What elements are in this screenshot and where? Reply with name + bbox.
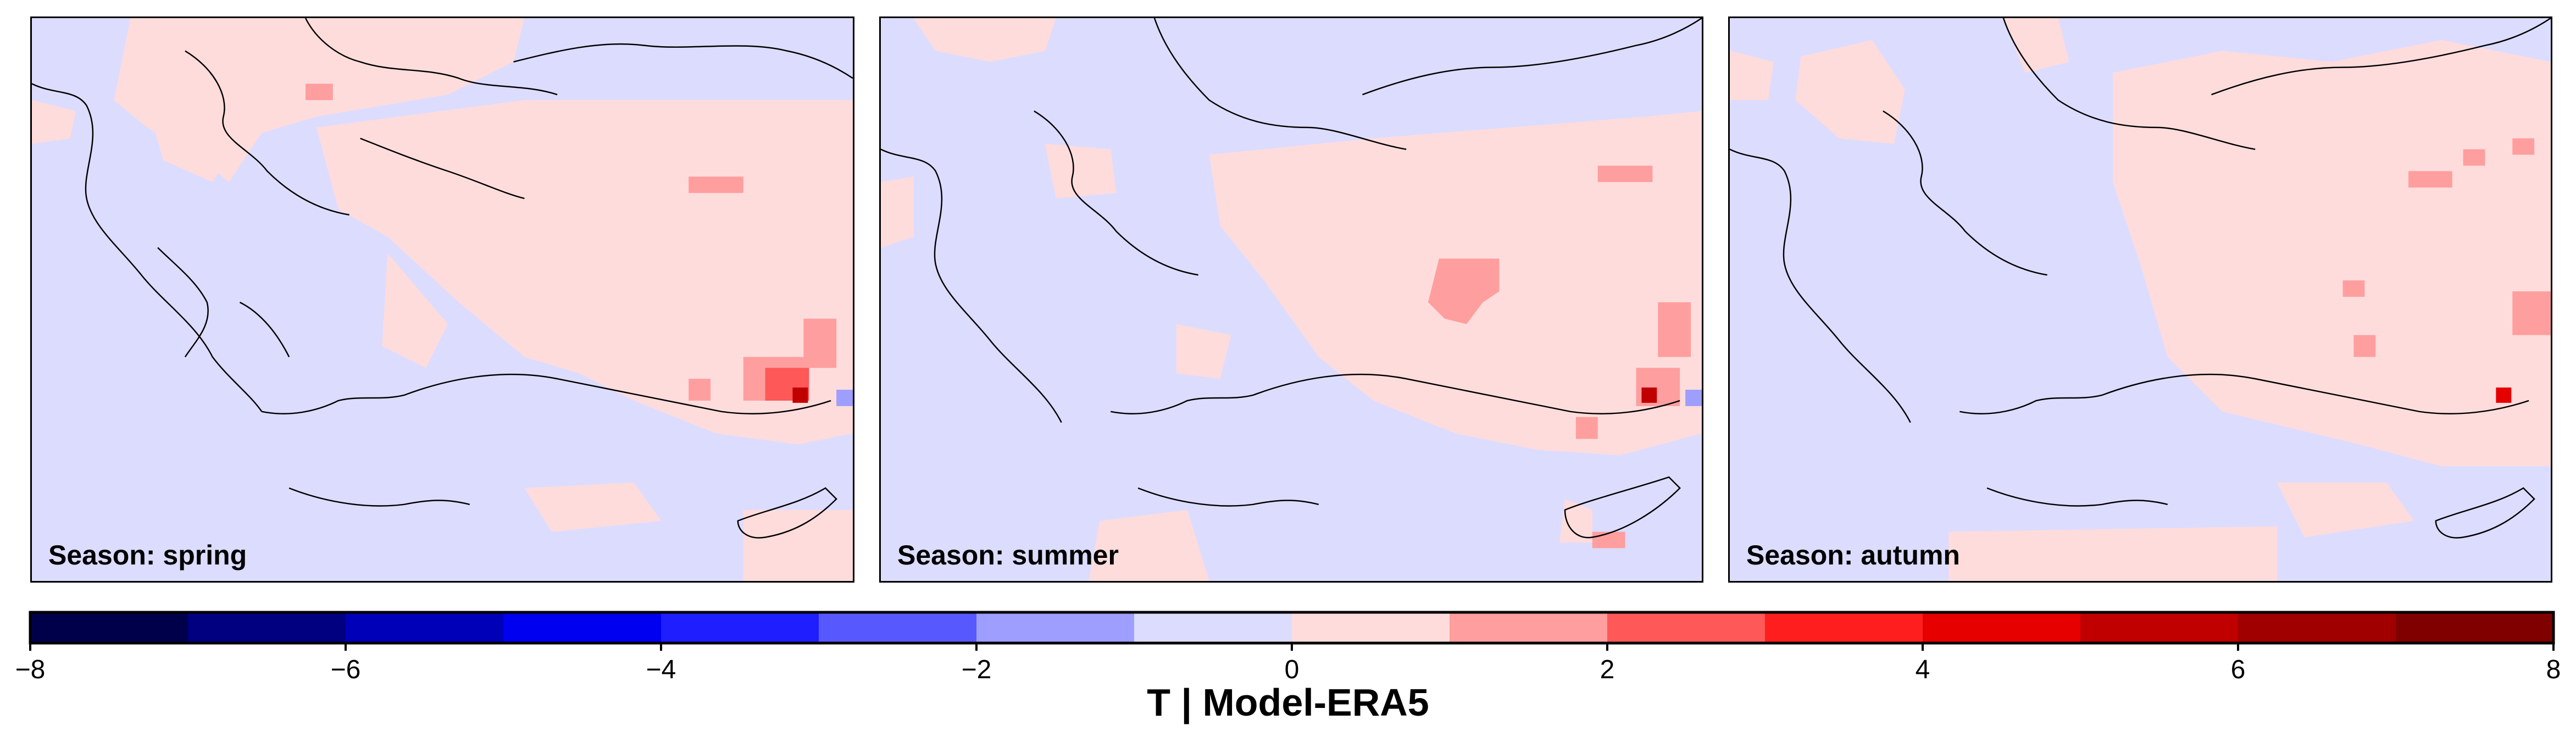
warm-anomaly-region xyxy=(32,18,853,581)
colorbar-segment xyxy=(2396,612,2554,643)
coastline xyxy=(1730,18,2551,539)
colorbar-tick-label: 2 xyxy=(1600,655,1615,684)
autumn-anomaly-map xyxy=(1730,18,2551,581)
colorbar-segment xyxy=(2238,612,2396,643)
colorbar-segment xyxy=(346,612,504,643)
coastline xyxy=(32,18,853,539)
colorbar-segment xyxy=(1450,612,1608,643)
colorbar-tick-label: 0 xyxy=(1285,655,1300,684)
hotspot-cell xyxy=(792,387,808,403)
colorbar-tick-label: −2 xyxy=(962,655,992,684)
strong-warm-cells xyxy=(1428,165,1691,549)
colorbar-segment xyxy=(976,612,1135,643)
colorbar-segment xyxy=(1765,612,1923,643)
spring-anomaly-map xyxy=(32,18,853,581)
coastline xyxy=(881,18,1702,539)
strong-warm-cells xyxy=(2342,138,2551,357)
colorbar-title: T | Model-ERA5 xyxy=(1147,681,1429,724)
warm-anomaly-region xyxy=(1730,18,2551,581)
colorbar-tick-label: −8 xyxy=(15,655,46,684)
colorbar-segment xyxy=(1923,612,2081,643)
colorbar-segment xyxy=(503,612,662,643)
colorbar-tick-label: 8 xyxy=(2546,655,2561,684)
map-panel-spring: Season: spring xyxy=(30,16,854,583)
hotspot-cell xyxy=(2496,387,2512,403)
summer-anomaly-map xyxy=(881,18,1702,581)
colorbar-segment xyxy=(1607,612,1766,643)
panel-label: Season: summer xyxy=(897,540,1119,571)
colorbar-segment xyxy=(661,612,819,643)
cool-cell xyxy=(836,390,853,406)
panel-label: Season: spring xyxy=(48,540,247,571)
warm-anomaly-region xyxy=(881,18,1702,581)
map-panel-autumn: Season: autumn xyxy=(1728,16,2552,583)
colorbar-segment xyxy=(1134,612,1292,643)
panel-label: Season: autumn xyxy=(1746,540,1960,571)
colorbar-segment xyxy=(819,612,977,643)
colorbar-tick-label: 6 xyxy=(2231,655,2246,684)
colorbar-segment xyxy=(1292,612,1450,643)
colorbar-segment xyxy=(30,612,188,643)
map-panel-summer: Season: summer xyxy=(879,16,1703,583)
cool-cell xyxy=(1685,390,1702,406)
colorbar-tick-label: −4 xyxy=(646,655,676,684)
colorbar-tick-label: −6 xyxy=(331,655,361,684)
hotspot-cell xyxy=(1641,387,1657,403)
colorbar-segment xyxy=(188,612,346,643)
colorbar: −8 −6 −4 −2 0 2 4 6 8 xyxy=(15,611,2561,684)
colorbar-segment xyxy=(2080,612,2239,643)
colorbar-tick-label: 4 xyxy=(1916,655,1930,684)
